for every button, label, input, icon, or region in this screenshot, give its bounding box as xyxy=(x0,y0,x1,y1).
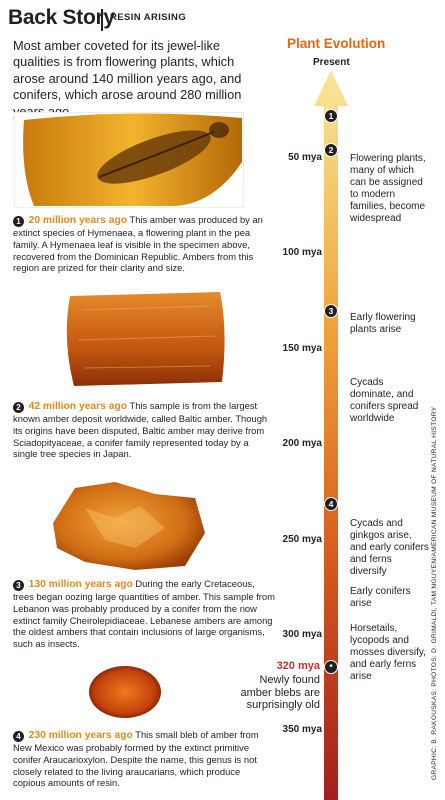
specimen-1-image xyxy=(14,112,244,208)
photo-credit: GRAPHIC: B. RAKOUSKAS; PHOTOS: D. GRIMAL… xyxy=(431,406,438,780)
specimen-1-caption: 1 20 million years ago This amber was pr… xyxy=(13,214,275,274)
highlight-text: Newly found amber blebs are surprisingly… xyxy=(240,674,321,711)
highlight-mya: 320 mya xyxy=(276,660,320,672)
event-cycads-dominate: Cycads dominate, and conifers spread wor… xyxy=(350,377,419,424)
tick-350: 350 mya xyxy=(282,724,322,735)
specimen-3-text: During the early Cretaceous, trees began… xyxy=(13,578,275,650)
tick-50: 50 mya xyxy=(288,152,322,163)
tick-200: 200 mya xyxy=(282,438,322,449)
tick-300: 300 mya xyxy=(282,629,322,640)
title-divider xyxy=(101,9,103,31)
timeline-arrow xyxy=(314,70,348,800)
number-1-badge: 1 xyxy=(13,216,24,227)
specimen-4-age: 230 million years ago xyxy=(28,730,133,741)
timeline-marker-1: 1 xyxy=(324,109,338,123)
specimen-4-image xyxy=(89,666,161,718)
number-3-badge: 3 xyxy=(13,580,24,591)
page-subtitle: RESIN ARISING xyxy=(110,12,187,23)
specimen-4-text: This small bleb of amber from New Mexico… xyxy=(13,729,259,789)
specimen-3-age: 130 million years ago xyxy=(28,579,133,590)
specimen-4-caption: 4 230 million years ago This small bleb … xyxy=(13,729,275,789)
specimen-2-caption: 2 42 million years ago This sample is fr… xyxy=(13,400,275,460)
event-early-conifers: Early conifers arise xyxy=(350,586,411,609)
timeline-marker-4: 4 xyxy=(324,497,338,511)
tick-150: 150 mya xyxy=(282,343,322,354)
page-title: Back Story xyxy=(8,6,115,29)
specimen-3-image xyxy=(53,482,205,570)
number-2-badge: 2 xyxy=(13,402,24,413)
event-horsetails: Horsetails, lycopods and mosses diversif… xyxy=(350,623,426,682)
specimen-1-text: This amber was produced by an extinct sp… xyxy=(13,214,263,274)
event-flowering-widespread: Flowering plants, many of which can be a… xyxy=(350,153,426,224)
timeline-title: Plant Evolution xyxy=(287,36,386,51)
tick-250: 250 mya xyxy=(282,534,322,545)
event-cycads-ginkgos: Cycads and ginkgos arise, and early coni… xyxy=(350,518,429,577)
event-early-flowering: Early flowering plants arise xyxy=(350,312,416,335)
intro-text: Most amber coveted for its jewel-like qu… xyxy=(13,38,242,119)
timeline-marker-2: 2 xyxy=(324,143,338,157)
timeline-marker-3: 3 xyxy=(324,304,338,318)
specimen-3-caption: 3 130 million years ago During the early… xyxy=(13,578,275,650)
tick-100: 100 mya xyxy=(282,247,322,258)
specimen-1-age: 20 million years ago xyxy=(28,215,128,226)
specimen-2-text: This sample is from the largest known am… xyxy=(13,400,268,460)
present-label: Present xyxy=(313,57,350,68)
specimen-2-image xyxy=(66,292,225,386)
number-4-badge: 4 xyxy=(13,731,24,742)
specimen-2-age: 42 million years ago xyxy=(28,401,128,412)
timeline-marker-star: * xyxy=(324,660,338,674)
